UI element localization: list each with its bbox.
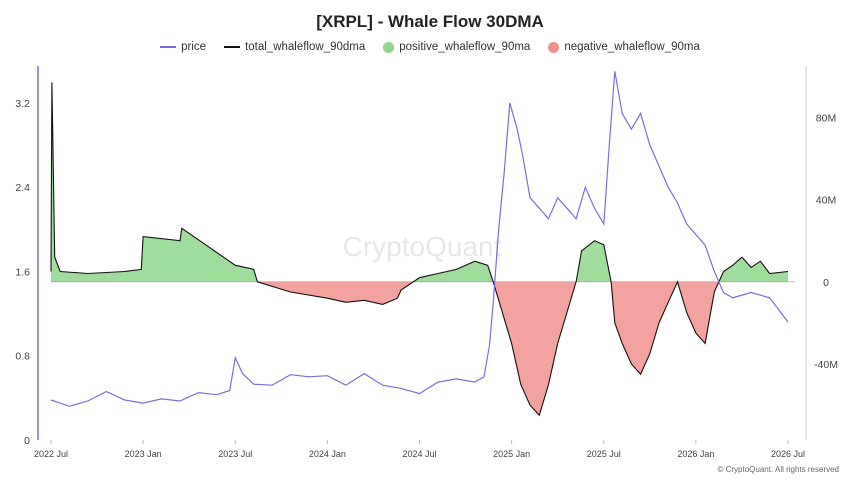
legend-item-price[interactable]: price	[160, 41, 206, 53]
legend-item-negative[interactable]: negative_whaleflow_90ma	[548, 41, 700, 53]
legend-label-negative: negative_whaleflow_90ma	[564, 41, 700, 53]
chart-title: [XRPL] - Whale Flow 30DMA	[316, 12, 544, 31]
series-lines	[50, 71, 789, 417]
whaleflow-fill	[51, 82, 795, 416]
legend-label-total: total_whaleflow_90dma	[245, 41, 366, 53]
x-tick-label: 2023 Jan	[125, 449, 162, 459]
x-tick-label: 2025 Jul	[587, 449, 621, 459]
legend-swatch-total	[224, 46, 241, 48]
legend-label-price: price	[181, 41, 207, 53]
y-right-tick-label: 40M	[816, 195, 836, 207]
legend: price total_whaleflow_90dma positive_wha…	[0, 41, 860, 53]
positive-whaleflow-area	[718, 257, 788, 282]
x-tick-label: 2024 Jan	[309, 449, 346, 459]
legend-swatch-negative	[548, 41, 560, 53]
y-left-tick-label: 0.8	[15, 351, 30, 363]
y-left-tick-label: 2.4	[15, 182, 30, 194]
total-whaleflow-line	[50, 82, 789, 417]
negative-whaleflow-area	[493, 281, 577, 416]
x-tick-label: 2026 Jan	[677, 449, 714, 459]
x-tick-label: 2025 Jan	[493, 449, 530, 459]
x-tick-label: 2026 Jul	[771, 449, 805, 459]
legend-swatch-positive	[383, 41, 395, 53]
y-left-tick-label: 1.6	[15, 266, 30, 278]
y-left-tick-label: 3.2	[15, 98, 30, 110]
price-line	[50, 71, 789, 407]
x-tick-label: 2022 Jul	[34, 449, 68, 459]
y-right-tick-label: 0	[823, 277, 829, 289]
positive-whaleflow-area	[413, 261, 494, 282]
x-tick-label: 2023 Jul	[218, 449, 252, 459]
axes: 0 0.8 1.6 2.4 3.2 -40M 0 40M 80M 2022 Jul 2023 Jan…	[15, 66, 838, 459]
negative-whaleflow-area	[677, 281, 719, 344]
positive-whaleflow-area	[576, 240, 612, 282]
positive-whaleflow-area	[51, 82, 258, 282]
legend-item-positive[interactable]: positive_whaleflow_90ma	[383, 41, 530, 53]
copyright-note: © CryptoQuant. All rights reserved	[717, 465, 840, 474]
y-left-tick-label: 0	[24, 435, 30, 447]
legend-label-positive: positive_whaleflow_90ma	[399, 41, 531, 53]
legend-swatch-price	[160, 46, 177, 48]
x-tick-label: 2024 Jul	[402, 449, 436, 459]
y-right-tick-label: 80M	[816, 112, 836, 124]
negative-whaleflow-area	[611, 281, 678, 375]
negative-whaleflow-area	[257, 281, 414, 305]
legend-item-total[interactable]: total_whaleflow_90dma	[224, 41, 365, 53]
watermark: CryptoQuant	[343, 231, 502, 262]
y-right-tick-label: -40M	[814, 359, 838, 371]
